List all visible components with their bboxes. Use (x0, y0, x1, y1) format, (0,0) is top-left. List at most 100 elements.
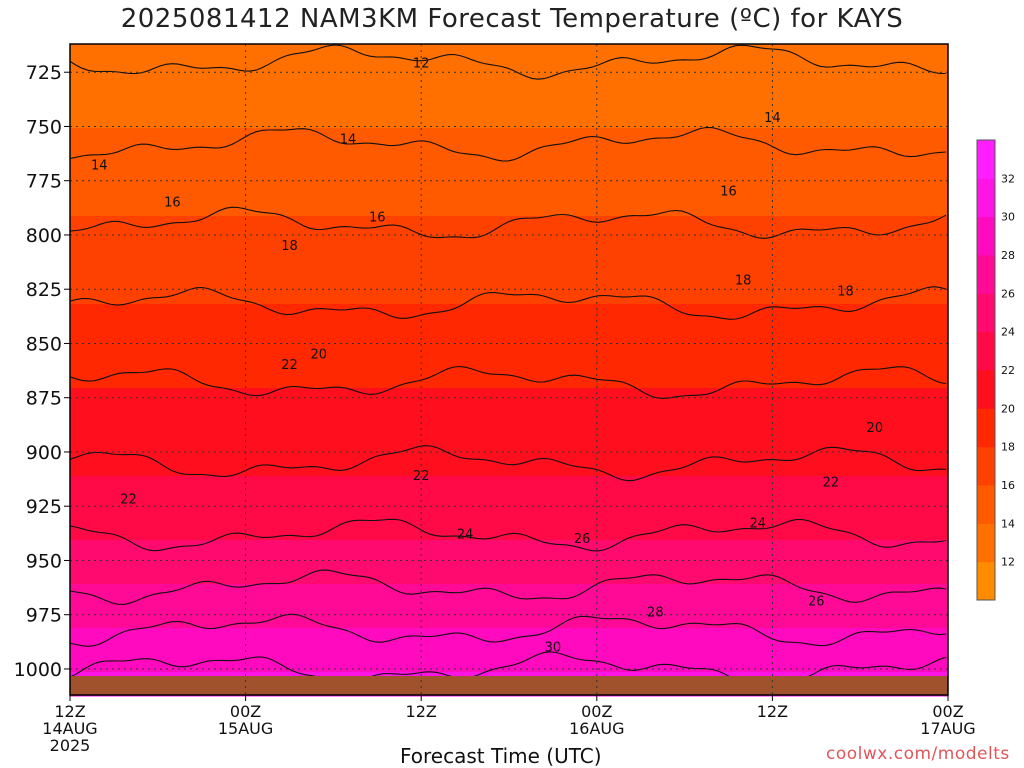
temperature-band (70, 140, 948, 145)
temperature-band (70, 136, 948, 141)
colorbar-segment (977, 331, 995, 371)
temperature-band (70, 636, 948, 641)
temperature-band (70, 108, 948, 113)
colorbar-segment (977, 485, 995, 524)
temperature-band (70, 468, 948, 473)
contour-line (69, 613, 947, 647)
contour-line (69, 365, 947, 399)
temperature-band (70, 472, 948, 477)
temperature-band (70, 620, 948, 625)
y-tick-label: 925 (26, 496, 62, 518)
temperature-band (70, 432, 948, 437)
temperature-band (70, 152, 948, 157)
temperature-band (70, 448, 948, 453)
contour-label: 22 (120, 493, 137, 508)
temperature-band (70, 496, 948, 501)
contour-label: 16 (369, 211, 386, 226)
temperature-band (70, 520, 948, 525)
temperature-band (70, 616, 948, 621)
x-tick-label: 17AUG (920, 719, 975, 738)
temperature-band (70, 580, 948, 585)
temperature-band (70, 660, 948, 665)
temperature-band (70, 444, 948, 449)
temperature-band (70, 148, 948, 153)
temperature-band (70, 44, 948, 49)
temperature-band (70, 548, 948, 553)
temperature-band (70, 356, 948, 361)
y-tick-label: 800 (26, 225, 62, 247)
temperature-band (70, 600, 948, 605)
temperature-band (70, 64, 948, 69)
contour-label: 22 (281, 358, 298, 373)
colorbar-tick-label: 18 (1001, 441, 1015, 454)
temperature-band (70, 100, 948, 105)
contour-label: 18 (735, 274, 752, 289)
temperature-band (70, 404, 948, 409)
colorbar-segment (977, 140, 995, 179)
temperature-band (70, 436, 948, 441)
contour-line (69, 569, 947, 605)
temperature-band (70, 528, 948, 533)
temperature-band (70, 492, 948, 497)
contour-label: 26 (808, 595, 825, 610)
temperature-band (70, 476, 948, 481)
temperature-band (70, 652, 948, 657)
colorbar-tick-label: 24 (1001, 326, 1015, 339)
y-tick-label: 725 (26, 62, 62, 84)
x-tick-label: 12Z (406, 702, 437, 721)
x-tick-label: 2025 (50, 736, 91, 755)
temperature-band (70, 52, 948, 57)
temperature-band (70, 296, 948, 301)
temperature-band (70, 336, 948, 341)
temperature-band (70, 552, 948, 557)
temperature-band (70, 524, 948, 529)
temperature-band (70, 340, 948, 345)
colorbar-segment (977, 178, 995, 218)
contour-line (69, 126, 947, 162)
temperature-band (70, 232, 948, 237)
contour-label: 14 (764, 111, 781, 126)
temperature-band (70, 76, 948, 81)
temperature-band (70, 164, 948, 169)
y-tick-label: 850 (26, 333, 62, 355)
contour-label: 18 (837, 284, 854, 299)
contour-label: 18 (281, 239, 298, 254)
temperature-band (70, 308, 948, 313)
colorbar-tick-label: 26 (1001, 287, 1015, 300)
temperature-band (70, 56, 948, 61)
temperature-band (70, 264, 948, 269)
contour-line (69, 206, 947, 239)
temperature-band (70, 484, 948, 489)
temperature-band (70, 60, 948, 65)
temperature-band (70, 216, 948, 221)
temperature-band (70, 132, 948, 137)
colorbar-segment (977, 255, 995, 294)
temperature-band (70, 316, 948, 321)
contour-label: 14 (340, 132, 357, 147)
y-tick-label: 875 (26, 388, 62, 410)
colorbar-segment (977, 216, 995, 256)
temperature-band (70, 352, 948, 357)
temperature-band (70, 564, 948, 569)
temperature-band (70, 80, 948, 85)
x-tick-label: 12Z (54, 702, 85, 721)
temperature-band (70, 452, 948, 457)
temperature-band (70, 184, 948, 189)
temperature-band (70, 416, 948, 421)
contour-label: 24 (749, 517, 766, 532)
colorbar-tick-label: 14 (1001, 517, 1015, 530)
temperature-band (70, 368, 948, 373)
x-tick-label: 16AUG (569, 719, 624, 738)
gridlines (69, 44, 949, 695)
x-tick-label: 00Z (932, 702, 963, 721)
temperature-band (70, 332, 948, 337)
contour-label: 16 (164, 195, 181, 210)
temperature-band (70, 576, 948, 581)
temperature-band (70, 632, 948, 637)
colorbar-segment (977, 408, 995, 448)
temperature-band (70, 668, 948, 673)
temperature-band (70, 248, 948, 253)
contour-label: 22 (823, 475, 840, 490)
colorbar-tick-label: 16 (1001, 479, 1015, 492)
temperature-band (70, 96, 948, 101)
